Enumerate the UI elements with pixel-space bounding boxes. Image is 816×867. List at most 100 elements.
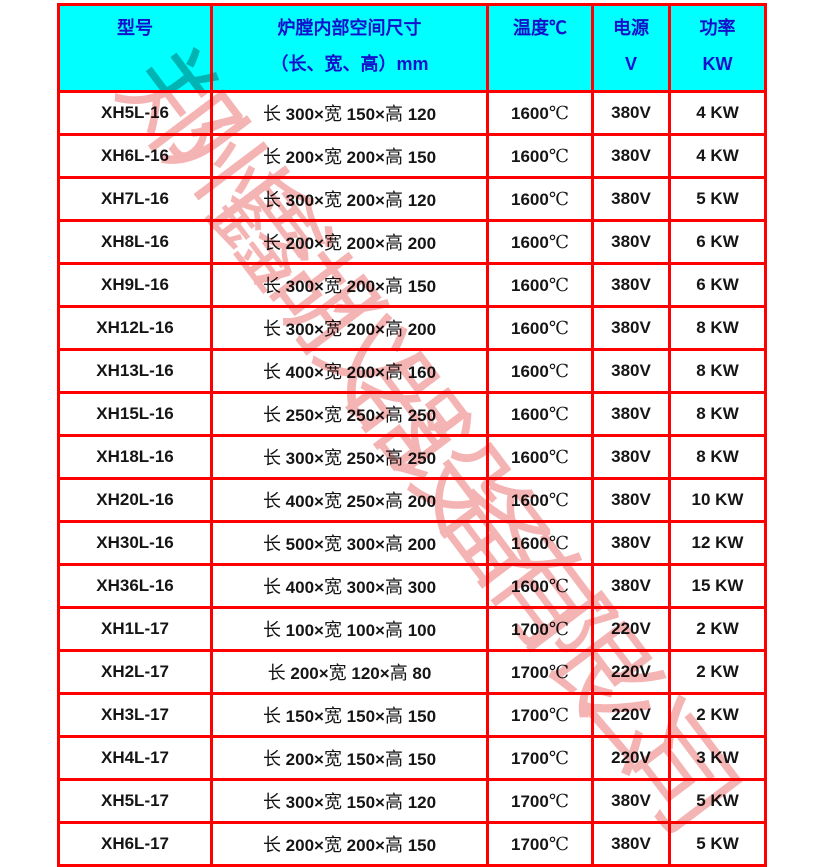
table-header-row: 型号 炉膛内部空间尺寸 （长、宽、高）mm 温度℃ 电源 V 功率 KW [57, 3, 767, 93]
cell-model: XH36L-16 [57, 563, 213, 609]
header-temperature-unit [491, 52, 590, 76]
cell-voltage: 380V [591, 90, 671, 136]
cell-power: 10 KW [668, 477, 767, 523]
cell-model: XH8L-16 [57, 219, 213, 265]
cell-temperature: 1600℃ [486, 219, 594, 265]
cell-dimensions: 长 150×宽 150×高 150 [210, 692, 489, 738]
cell-model: XH12L-16 [57, 305, 213, 351]
cell-voltage: 380V [591, 176, 671, 222]
cell-power: 2 KW [668, 649, 767, 695]
cell-power: 8 KW [668, 305, 767, 351]
table-row: XH6L-17 长 200×宽 200×高 150 1700℃ 380V 5 KW [57, 821, 767, 867]
cell-temperature: 1700℃ [486, 606, 594, 652]
table-row: XH20L-16 长 400×宽 250×高 200 1600℃ 380V 10 KW [57, 477, 767, 523]
cell-voltage: 220V [591, 649, 671, 695]
cell-dimensions: 长 200×宽 150×高 150 [210, 735, 489, 781]
cell-model: XH20L-16 [57, 477, 213, 523]
table-row: XH30L-16 长 500×宽 300×高 200 1600℃ 380V 12 KW [57, 520, 767, 566]
header-voltage-label: 电源 [613, 18, 649, 38]
header-power: 功率 KW [668, 3, 767, 93]
cell-model: XH30L-16 [57, 520, 213, 566]
table-row: XH7L-16 长 300×宽 200×高 120 1600℃ 380V 5 KW [57, 176, 767, 222]
cell-temperature: 1700℃ [486, 649, 594, 695]
table-row: XH18L-16 长 300×宽 250×高 250 1600℃ 380V 8 KW [57, 434, 767, 480]
cell-power: 4 KW [668, 133, 767, 179]
table-row: XH9L-16 长 300×宽 200×高 150 1600℃ 380V 6 KW [57, 262, 767, 308]
cell-dimensions: 长 400×宽 250×高 200 [210, 477, 489, 523]
header-temperature-label: 温度℃ [513, 18, 567, 38]
table-body: XH5L-16 长 300×宽 150×高 120 1600℃ 380V 4 KW XH6… [57, 90, 767, 867]
cell-temperature: 1700℃ [486, 735, 594, 781]
cell-dimensions: 长 300×宽 200×高 120 [210, 176, 489, 222]
table-row: XH5L-16 长 300×宽 150×高 120 1600℃ 380V 4 KW [57, 90, 767, 136]
cell-dimensions: 长 200×宽 200×高 150 [210, 821, 489, 867]
header-dimensions: 炉膛内部空间尺寸 （长、宽、高）mm [210, 3, 489, 93]
cell-dimensions: 长 200×宽 200×高 200 [210, 219, 489, 265]
cell-power: 5 KW [668, 176, 767, 222]
cell-dimensions: 长 300×宽 200×高 200 [210, 305, 489, 351]
furnace-spec-table: 型号 炉膛内部空间尺寸 （长、宽、高）mm 温度℃ 电源 V 功率 KW XH5… [57, 3, 767, 867]
cell-model: XH5L-16 [57, 90, 213, 136]
cell-dimensions: 长 300×宽 200×高 150 [210, 262, 489, 308]
cell-temperature: 1600℃ [486, 262, 594, 308]
cell-power: 8 KW [668, 434, 767, 480]
cell-voltage: 380V [591, 778, 671, 824]
cell-voltage: 380V [591, 821, 671, 867]
cell-dimensions: 长 500×宽 300×高 200 [210, 520, 489, 566]
cell-dimensions: 长 300×宽 150×高 120 [210, 90, 489, 136]
cell-temperature: 1600℃ [486, 90, 594, 136]
cell-power: 5 KW [668, 778, 767, 824]
cell-voltage: 380V [591, 434, 671, 480]
header-power-label: 功率 [699, 18, 736, 38]
cell-temperature: 1600℃ [486, 563, 594, 609]
header-temperature: 温度℃ [486, 3, 594, 93]
cell-dimensions: 长 300×宽 250×高 250 [210, 434, 489, 480]
table-row: XH12L-16 长 300×宽 200×高 200 1600℃ 380V 8 KW [57, 305, 767, 351]
cell-temperature: 1600℃ [486, 348, 594, 394]
header-dimensions-unit: （长、宽、高）mm [270, 54, 429, 74]
cell-temperature: 1700℃ [486, 692, 594, 738]
cell-voltage: 220V [591, 606, 671, 652]
cell-power: 3 KW [668, 735, 767, 781]
table-row: XH8L-16 长 200×宽 200×高 200 1600℃ 380V 6 KW [57, 219, 767, 265]
header-model-unit [62, 52, 209, 76]
table-row: XH3L-17 长 150×宽 150×高 150 1700℃ 220V 2 KW [57, 692, 767, 738]
cell-power: 12 KW [668, 520, 767, 566]
cell-power: 2 KW [668, 692, 767, 738]
cell-power: 2 KW [668, 606, 767, 652]
table-row: XH6L-16 长 200×宽 200×高 150 1600℃ 380V 4 KW [57, 133, 767, 179]
cell-temperature: 1600℃ [486, 391, 594, 437]
cell-temperature: 1600℃ [486, 477, 594, 523]
cell-dimensions: 长 200×宽 120×高 80 [210, 649, 489, 695]
cell-dimensions: 长 250×宽 250×高 250 [210, 391, 489, 437]
cell-dimensions: 长 400×宽 200×高 160 [210, 348, 489, 394]
cell-model: XH1L-17 [57, 606, 213, 652]
cell-model: XH7L-16 [57, 176, 213, 222]
cell-voltage: 380V [591, 219, 671, 265]
cell-power: 5 KW [668, 821, 767, 867]
cell-voltage: 220V [591, 735, 671, 781]
cell-power: 8 KW [668, 391, 767, 437]
header-model: 型号 [57, 3, 213, 93]
table-row: XH2L-17 长 200×宽 120×高 80 1700℃ 220V 2 KW [57, 649, 767, 695]
cell-model: XH9L-16 [57, 262, 213, 308]
header-voltage: 电源 V [591, 3, 671, 93]
cell-temperature: 1600℃ [486, 434, 594, 480]
table-header: 型号 炉膛内部空间尺寸 （长、宽、高）mm 温度℃ 电源 V 功率 KW [57, 3, 767, 93]
table-row: XH36L-16 长 400×宽 300×高 300 1600℃ 380V 15 KW [57, 563, 767, 609]
table-row: XH5L-17 长 300×宽 150×高 120 1700℃ 380V 5 KW [57, 778, 767, 824]
cell-voltage: 380V [591, 391, 671, 437]
cell-dimensions: 长 200×宽 200×高 150 [210, 133, 489, 179]
cell-voltage: 220V [591, 692, 671, 738]
cell-temperature: 1600℃ [486, 133, 594, 179]
cell-temperature: 1600℃ [486, 305, 594, 351]
cell-model: XH5L-17 [57, 778, 213, 824]
cell-dimensions: 长 400×宽 300×高 300 [210, 563, 489, 609]
cell-model: XH3L-17 [57, 692, 213, 738]
cell-voltage: 380V [591, 133, 671, 179]
cell-model: XH13L-16 [57, 348, 213, 394]
cell-voltage: 380V [591, 563, 671, 609]
cell-dimensions: 长 100×宽 100×高 100 [210, 606, 489, 652]
cell-temperature: 1600℃ [486, 520, 594, 566]
cell-model: XH2L-17 [57, 649, 213, 695]
